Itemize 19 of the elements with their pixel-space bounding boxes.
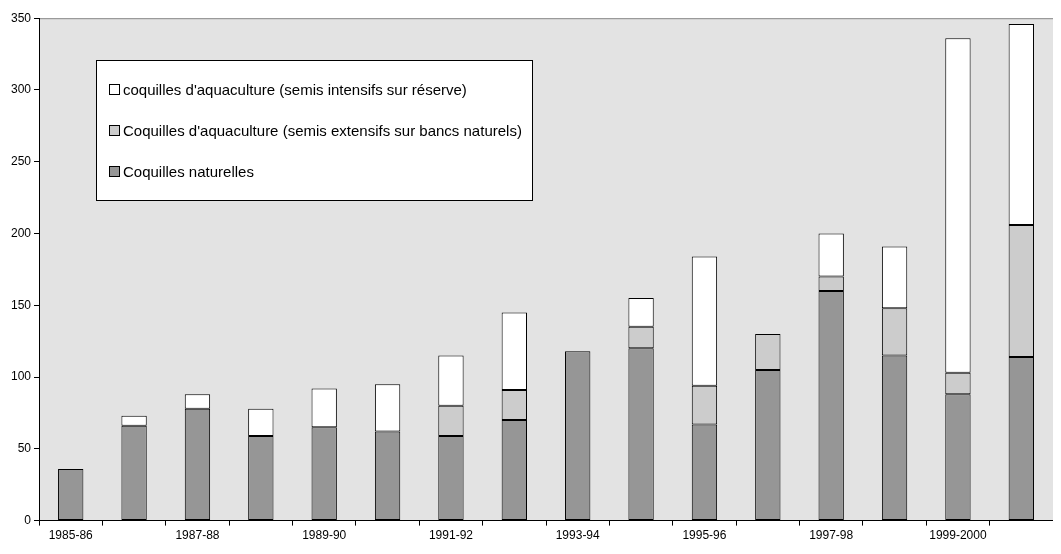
y-tick-label: 50 <box>17 441 32 456</box>
y-tick-label: 250 <box>10 154 32 169</box>
x-tick-label: 1997-98 <box>809 528 854 543</box>
x-tick-label: 1987-88 <box>175 528 220 543</box>
y-tick-label: 200 <box>10 225 32 240</box>
x-tick-label: 1985-86 <box>48 528 94 543</box>
x-tick-label: 1993-94 <box>555 528 601 543</box>
legend-label: coquilles d'aquaculture (semis intensifs sur réserve) <box>123 81 467 98</box>
x-tick-label: 1999-2000 <box>929 528 987 543</box>
y-tick-label: 350 <box>10 10 32 25</box>
legend-label: Coquilles d'aquaculture (semis extensifs sur bancs naturels) <box>123 122 522 139</box>
y-tick-label: 150 <box>10 297 32 312</box>
x-tick-label: 1995-96 <box>682 528 727 543</box>
y-tick-label: 100 <box>10 369 32 384</box>
legend-label: Coquilles naturelles <box>123 163 254 180</box>
x-tick-label: 1989-90 <box>302 528 347 543</box>
x-tick-label: 1991-92 <box>428 528 474 543</box>
y-tick-label: 300 <box>10 82 32 97</box>
y-tick-label: 0 <box>24 512 32 527</box>
